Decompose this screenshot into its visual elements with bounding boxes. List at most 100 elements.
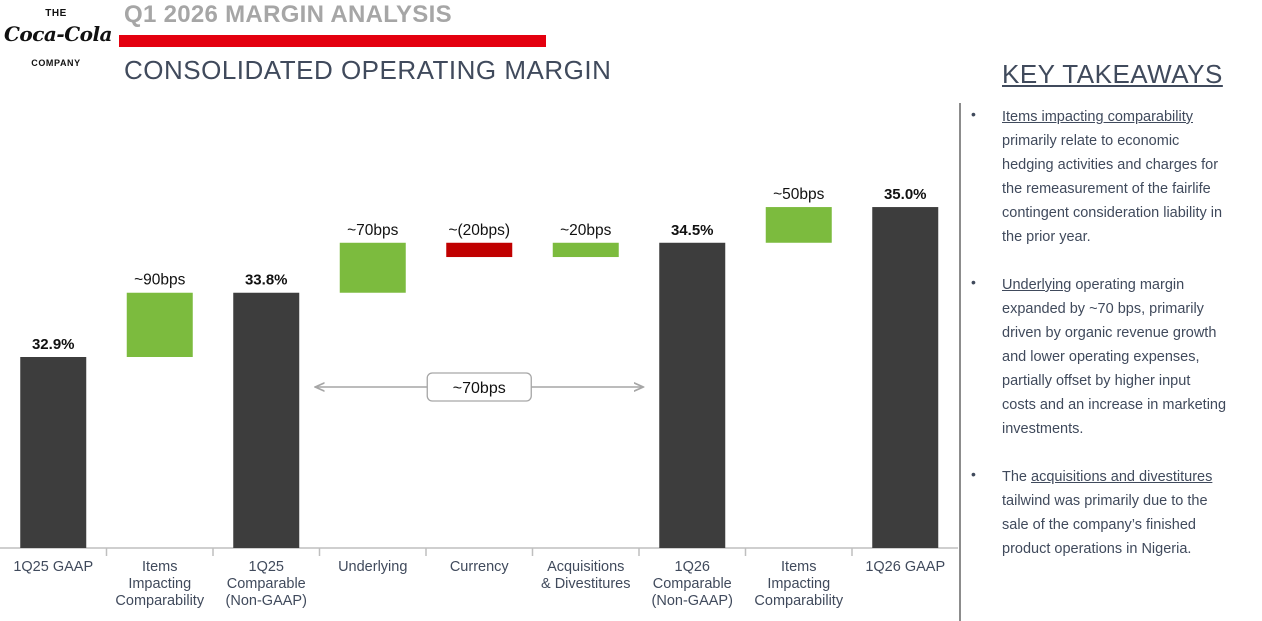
- category-label-line: 1Q26: [675, 559, 710, 575]
- bar-7: [765, 207, 832, 243]
- takeaway-line: product operations in Nigeria.: [1002, 537, 1260, 561]
- takeaway-line: tailwind was primarily due to the: [1002, 489, 1260, 513]
- category-label-line: Comparability: [115, 593, 204, 609]
- takeaway-line: Items impacting comparability: [1002, 105, 1260, 129]
- category-label-7: Items Impacting Comparability: [754, 559, 843, 609]
- takeaway-text: the remeasurement of the fairlife: [1002, 181, 1211, 197]
- takeaway-line: driven by organic revenue growth: [1002, 321, 1260, 345]
- category-label-line: Comparability: [754, 593, 843, 609]
- bar-value-label-8: 35.0%: [884, 186, 927, 203]
- category-label-8: 1Q26 GAAP: [865, 559, 945, 575]
- bar-value-label-5: ~20bps: [560, 222, 612, 239]
- takeaway-line: The acquisitions and divestitures: [1002, 465, 1260, 489]
- category-label-4: Currency: [450, 559, 510, 575]
- takeaway-underlined-text: acquisitions and divestitures: [1031, 469, 1213, 485]
- bar-labels-group: 32.9% ~90bps 33.8% ~70bps ~(20bps) ~20bps 34.5…: [32, 186, 927, 353]
- takeaway-line: contingent consideration liability in: [1002, 201, 1260, 225]
- bar-8: [872, 207, 939, 548]
- category-label-line: 1Q25 GAAP: [13, 559, 93, 575]
- category-label-3: Underlying: [338, 559, 407, 575]
- category-label-line: Currency: [450, 559, 510, 575]
- category-label-0: 1Q25 GAAP: [13, 559, 93, 575]
- logo-company: COMPANY: [31, 58, 81, 68]
- takeaway-text: The: [1002, 469, 1032, 485]
- category-label-line: Impacting: [128, 576, 191, 592]
- takeaway-text: tailwind was primarily due to the: [1002, 493, 1208, 509]
- bar-value-label-4: ~(20bps): [448, 222, 510, 239]
- takeaway-bullet: •: [971, 274, 976, 290]
- bar-value-label-7: ~50bps: [773, 186, 825, 203]
- category-label-line: 1Q26 GAAP: [865, 559, 945, 575]
- category-label-line: Comparable: [227, 576, 306, 592]
- category-label-line: Comparable: [653, 576, 732, 592]
- takeaway-item-3: The acquisitions and divestitures tailwin…: [1002, 465, 1260, 561]
- takeaway-line: Underlying operating margin: [1002, 273, 1260, 297]
- bar-value-label-3: ~70bps: [347, 222, 399, 239]
- logo-script: Coca-Cola: [4, 22, 113, 46]
- category-label-5: Acquisitions & Divestitures: [541, 559, 630, 592]
- takeaway-line: investments.: [1002, 417, 1260, 441]
- takeaway-text: product operations in Nigeria.: [1002, 541, 1192, 557]
- takeaway-line: costs and an increase in marketing: [1002, 393, 1260, 417]
- key-takeaways-title: KEY TAKEAWAYS: [1002, 59, 1223, 89]
- takeaway-text: expanded by ~70 bps, primarily: [1002, 301, 1204, 317]
- takeaway-text: investments.: [1002, 421, 1084, 437]
- category-labels-group: 1Q25 GAAP Items Impacting Comparability1Q25…: [13, 559, 945, 609]
- bar-0: [20, 357, 87, 548]
- category-label-1: Items Impacting Comparability: [115, 559, 204, 609]
- takeaway-line: the remeasurement of the fairlife: [1002, 177, 1260, 201]
- takeaway-text: contingent consideration liability in: [1002, 205, 1223, 221]
- bar-4: [446, 242, 513, 258]
- takeaway-text: and lower operating expenses,: [1002, 349, 1200, 365]
- takeaway-text: costs and an increase in marketing: [1002, 397, 1227, 413]
- takeaway-text: operating margin: [1071, 277, 1185, 293]
- bracket-label: ~70bps: [453, 380, 506, 397]
- red-accent-rule: [119, 35, 546, 47]
- bar-3: [339, 242, 406, 293]
- x-axis-ticks: [105, 548, 853, 556]
- waterfall-chart: 32.9% ~90bps 33.8% ~70bps ~(20bps) ~20bps 34.5…: [0, 186, 958, 609]
- bar-6: [659, 242, 726, 548]
- takeaway-line: sale of the company’s finished: [1002, 513, 1260, 537]
- bar-value-label-1: ~90bps: [134, 272, 186, 289]
- takeaway-bullet: •: [971, 106, 976, 122]
- takeaway-item-2: Underlying operating margin expanded by ~…: [1002, 273, 1260, 441]
- takeaway-text: driven by organic revenue growth: [1002, 325, 1217, 341]
- takeaway-text: partially offset by higher input: [1002, 373, 1191, 389]
- bar-value-label-2: 33.8%: [245, 272, 288, 289]
- bar-1: [126, 292, 193, 357]
- bar-value-label-6: 34.5%: [671, 222, 714, 239]
- category-label-line: Items: [142, 559, 177, 575]
- category-label-line: Underlying: [338, 559, 407, 575]
- takeaway-line: and lower operating expenses,: [1002, 345, 1260, 369]
- takeaway-underlined-text: Items impacting comparability: [1002, 109, 1193, 125]
- slide-title: CONSOLIDATED OPERATING MARGIN: [124, 55, 612, 85]
- bars-group: [20, 207, 939, 548]
- category-label-line: Impacting: [767, 576, 830, 592]
- takeaway-text: the prior year.: [1002, 229, 1091, 245]
- takeaway-line: partially offset by higher input: [1002, 369, 1260, 393]
- category-label-line: Items: [781, 559, 816, 575]
- takeaway-underlined-text: Underlying: [1002, 277, 1072, 293]
- category-label-2: 1Q25 Comparable (Non-GAAP): [226, 559, 307, 609]
- bar-value-label-0: 32.9%: [32, 336, 75, 353]
- bracket-label-box: [426, 372, 532, 402]
- takeaway-line: expanded by ~70 bps, primarily: [1002, 297, 1260, 321]
- coca-cola-logo: THE Coca-Cola COMPANY: [4, 8, 113, 72]
- comparable-change-bracket: ~70bps: [315, 372, 643, 402]
- bar-5: [552, 242, 619, 258]
- category-label-line: Acquisitions: [547, 559, 624, 575]
- category-label-line: & Divestitures: [541, 576, 630, 592]
- category-label-line: (Non-GAAP): [226, 593, 307, 609]
- takeaway-line: primarily relate to economic: [1002, 129, 1260, 153]
- takeaway-bullet: •: [971, 466, 976, 482]
- takeaway-text: hedging activities and charges for: [1002, 157, 1219, 173]
- takeaway-item-1: Items impacting comparability primarily r…: [1002, 105, 1260, 249]
- takeaway-line: the prior year.: [1002, 225, 1260, 249]
- bar-2: [233, 292, 300, 548]
- takeaway-line: hedging activities and charges for: [1002, 153, 1260, 177]
- slide-eyebrow: Q1 2026 MARGIN ANALYSIS: [124, 1, 452, 28]
- vertical-divider: [959, 103, 961, 621]
- category-label-line: (Non-GAAP): [652, 593, 733, 609]
- logo-the: THE: [45, 8, 67, 19]
